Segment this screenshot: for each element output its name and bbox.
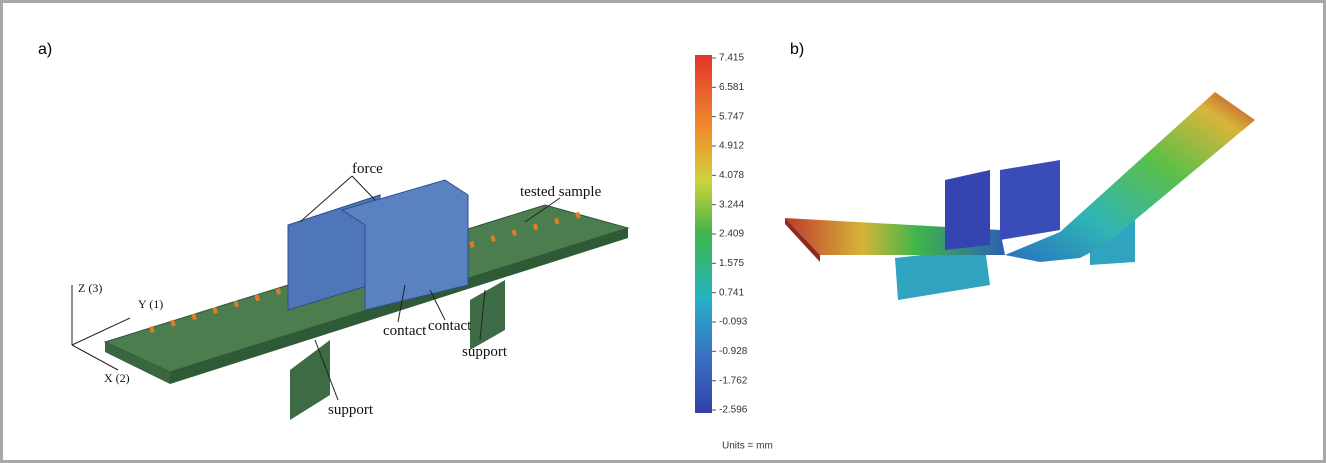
annotation: support [328,402,374,418]
axis-label: Z (3) [78,281,102,295]
colorbar-tick-label: -0.093 [719,317,748,328]
annotation: support [462,344,508,360]
colorbar-tick-label: 4.078 [719,170,744,181]
colorbar-tick-label: 4.912 [719,141,744,152]
colorbar-tick-label: 6.581 [719,82,744,93]
annotation: contact [428,318,472,334]
panel-label: b) [790,41,804,58]
annotation: tested sample [520,184,602,200]
colorbar [695,55,712,413]
model-b [785,92,1255,300]
panel-label: a) [38,41,52,58]
colorbar-tick-label: 3.244 [719,199,744,210]
colorbar-tick-label: 7.415 [719,53,744,64]
colorbar-tick-label: -1.762 [719,375,748,386]
annotation: force [352,161,383,177]
colorbar-tick-label: 1.575 [719,258,744,269]
units-label: Units = mm [722,441,773,452]
colorbar-tick-label: -0.928 [719,346,748,357]
colorbar-tick-label: 0.741 [719,287,744,298]
axis-label: Y (1) [138,297,163,311]
colorbar-tick-label: 2.409 [719,229,744,240]
figure: a) b) force tested sample contact contac… [0,0,1326,463]
colorbar-tick-label: -2.596 [719,405,748,416]
annotation: contact [383,323,427,339]
colorbar-tick-label: 5.747 [719,111,744,122]
axis-label: X (2) [104,371,130,385]
